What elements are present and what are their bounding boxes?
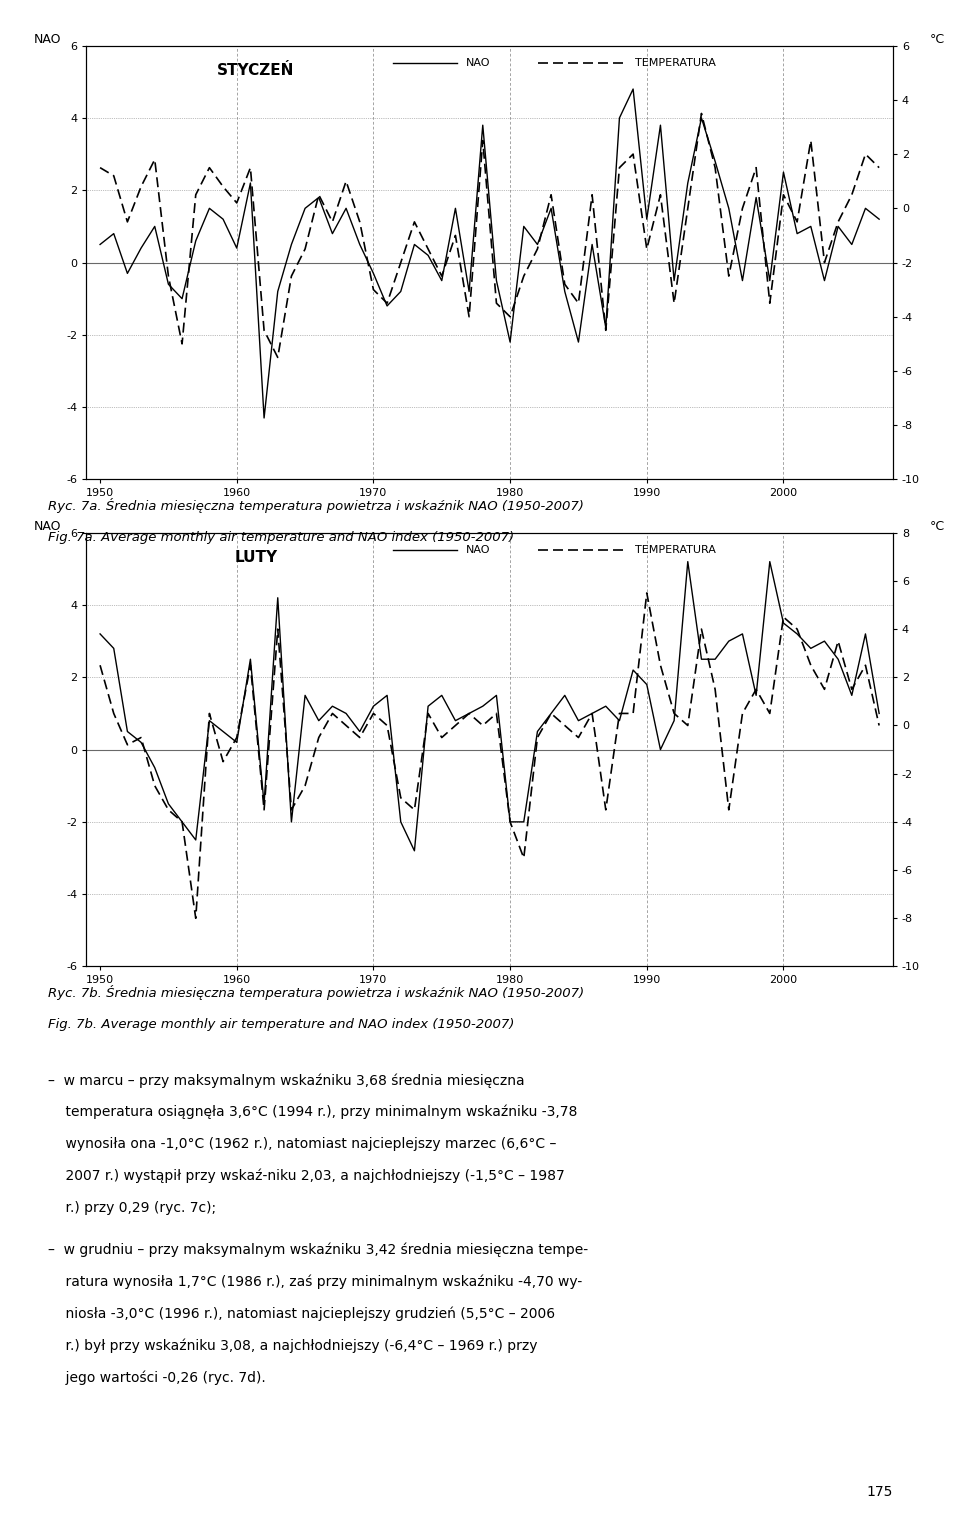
Text: temperatura osiągnęła 3,6°C (1994 r.), przy minimalnym wskaźniku -3,78: temperatura osiągnęła 3,6°C (1994 r.), p… xyxy=(48,1105,577,1120)
Text: ratura wynosiła 1,7°C (1986 r.), zaś przy minimalnym wskaźniku -4,70 wy-: ratura wynosiła 1,7°C (1986 r.), zaś prz… xyxy=(48,1274,583,1289)
Text: TEMPERATURA: TEMPERATURA xyxy=(635,58,715,68)
Text: r.) przy 0,29 (ryc. 7c);: r.) przy 0,29 (ryc. 7c); xyxy=(48,1201,216,1215)
Text: °C: °C xyxy=(930,32,946,46)
Text: NAO: NAO xyxy=(34,32,61,46)
Text: Ryc. 7b. Średnia miesięczna temperatura powietrza i wskaźnik NAO (1950-2007): Ryc. 7b. Średnia miesięczna temperatura … xyxy=(48,985,584,1000)
Text: –  w marcu – przy maksymalnym wskaźniku 3,68 średnia miesięczna: – w marcu – przy maksymalnym wskaźniku 3… xyxy=(48,1073,524,1088)
Text: Fig. 7b. Average monthly air temperature and NAO index (1950-2007): Fig. 7b. Average monthly air temperature… xyxy=(48,1018,515,1032)
Text: Ryc. 7a. Średnia miesięczna temperatura powietrza i wskaźnik NAO (1950-2007): Ryc. 7a. Średnia miesięczna temperatura … xyxy=(48,498,584,513)
Text: –  w grudniu – przy maksymalnym wskaźniku 3,42 średnia miesięczna tempe-: – w grudniu – przy maksymalnym wskaźniku… xyxy=(48,1242,588,1257)
Text: STYCZEŃ: STYCZEŃ xyxy=(217,62,295,78)
Text: NAO: NAO xyxy=(34,519,61,533)
Text: jego wartości -0,26 (ryc. 7d).: jego wartości -0,26 (ryc. 7d). xyxy=(48,1370,266,1385)
Text: NAO: NAO xyxy=(466,58,490,68)
Text: wynosiła ona -1,0°C (1962 r.), natomiast najcieplejszy marzec (6,6°C –: wynosiła ona -1,0°C (1962 r.), natomiast… xyxy=(48,1137,557,1151)
Text: LUTY: LUTY xyxy=(234,549,277,565)
Text: Fig. 7a. Average monthly air temperature and NAO index (1950-2007): Fig. 7a. Average monthly air temperature… xyxy=(48,531,515,545)
Text: 175: 175 xyxy=(867,1485,893,1499)
Text: r.) był przy wskaźniku 3,08, a najchłodniejszy (-6,4°C – 1969 r.) przy: r.) był przy wskaźniku 3,08, a najchłodn… xyxy=(48,1338,538,1353)
Text: TEMPERATURA: TEMPERATURA xyxy=(635,545,715,556)
Text: niosła -3,0°C (1996 r.), natomiast najcieplejszy grudzień (5,5°C – 2006: niosła -3,0°C (1996 r.), natomiast najci… xyxy=(48,1306,555,1321)
Text: °C: °C xyxy=(930,519,946,533)
Text: NAO: NAO xyxy=(466,545,490,556)
Text: 2007 r.) wystąpił przy wskaź-niku 2,03, a najchłodniejszy (-1,5°C – 1987: 2007 r.) wystąpił przy wskaź-niku 2,03, … xyxy=(48,1169,564,1184)
